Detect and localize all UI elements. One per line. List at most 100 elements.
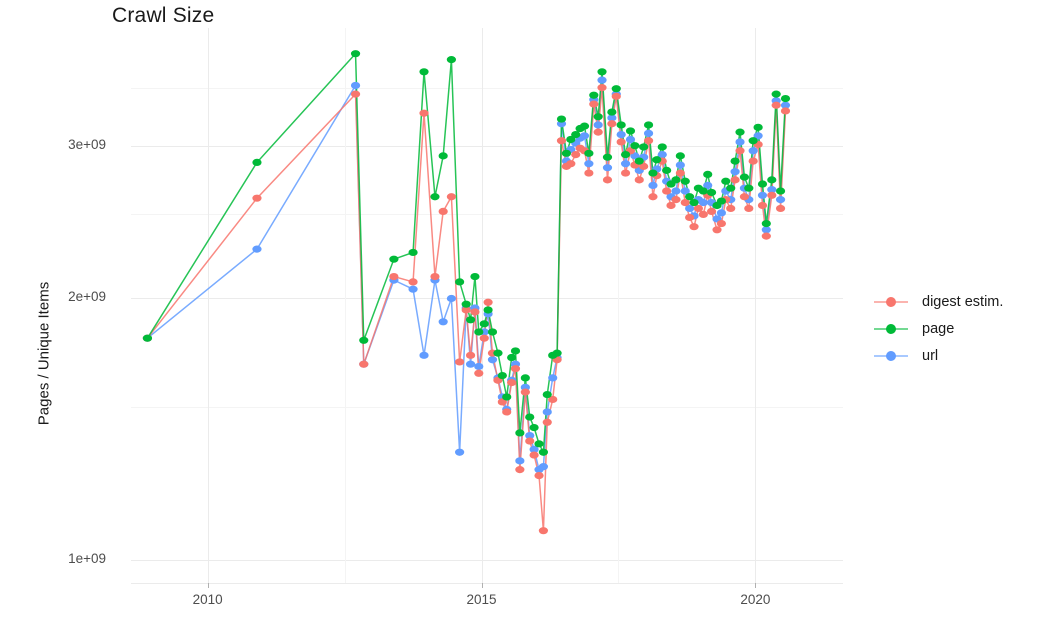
data-point xyxy=(706,207,717,216)
legend-item[interactable]: page xyxy=(874,315,1003,342)
gridline-major-horizontal xyxy=(131,146,843,147)
data-point xyxy=(730,176,740,184)
data-point xyxy=(780,107,791,115)
data-point xyxy=(739,193,750,201)
data-point xyxy=(584,160,594,168)
data-point xyxy=(487,356,498,364)
y-axis-tick-label: 3e+09 xyxy=(68,136,106,152)
data-point xyxy=(438,207,448,216)
data-point xyxy=(525,437,535,445)
data-point xyxy=(538,527,549,535)
data-point xyxy=(675,161,685,169)
data-point xyxy=(571,151,581,159)
data-point xyxy=(359,336,369,344)
data-point xyxy=(716,209,727,217)
data-point xyxy=(780,94,791,103)
series-points-digestestim xyxy=(142,84,791,535)
data-point xyxy=(748,137,758,145)
data-point xyxy=(408,278,418,286)
data-point xyxy=(542,408,552,416)
gridline-minor-horizontal xyxy=(131,88,843,89)
data-point xyxy=(620,151,631,159)
y-axis-tick-label: 1e+09 xyxy=(68,550,106,566)
legend-label: url xyxy=(922,347,939,364)
data-point xyxy=(515,457,525,465)
data-point xyxy=(593,128,603,136)
data-point xyxy=(474,328,484,336)
data-point xyxy=(487,328,498,336)
data-point xyxy=(726,204,736,213)
gridline-major-vertical xyxy=(208,28,209,583)
data-point xyxy=(652,156,662,164)
data-point xyxy=(675,169,685,177)
data-point xyxy=(556,137,567,145)
data-point xyxy=(666,201,676,210)
data-point xyxy=(730,157,740,165)
data-point xyxy=(643,121,654,129)
data-point xyxy=(648,169,658,177)
data-point xyxy=(389,255,399,263)
data-point xyxy=(767,186,777,194)
data-point xyxy=(525,432,535,440)
data-point xyxy=(675,152,685,160)
data-point xyxy=(438,318,448,326)
data-point xyxy=(625,135,636,144)
data-point xyxy=(520,374,530,382)
data-point xyxy=(748,157,758,165)
plot-series-layer xyxy=(142,50,791,535)
data-point xyxy=(483,306,493,314)
gridline-major-vertical xyxy=(755,28,756,583)
data-point xyxy=(589,100,599,108)
data-point xyxy=(525,413,535,421)
data-point xyxy=(548,374,558,382)
data-point xyxy=(602,176,613,184)
data-point xyxy=(389,272,399,281)
gridline-minor-horizontal xyxy=(131,214,843,215)
data-point xyxy=(419,109,429,117)
data-point xyxy=(579,122,590,130)
data-point xyxy=(529,451,539,459)
data-point xyxy=(350,50,361,58)
legend-label: digest estim. xyxy=(922,293,1004,310)
data-point xyxy=(630,152,640,160)
data-point xyxy=(757,201,768,210)
data-point xyxy=(593,113,603,121)
legend-item[interactable]: url xyxy=(874,342,1003,369)
data-point xyxy=(465,360,476,368)
data-point xyxy=(579,132,590,140)
x-axis-tick-mark xyxy=(755,583,756,588)
data-point xyxy=(408,248,418,257)
data-point xyxy=(771,90,781,98)
data-point xyxy=(350,90,361,98)
data-point xyxy=(438,152,448,160)
data-point xyxy=(698,187,708,195)
data-point xyxy=(726,184,736,192)
data-point xyxy=(593,121,603,129)
data-point xyxy=(775,204,786,213)
y-axis-tick-labels: 1e+09 2e+09 3e+09 xyxy=(32,0,106,639)
chart-title: Crawl Size xyxy=(112,4,215,27)
data-point xyxy=(493,349,503,357)
legend: digest estim. page url xyxy=(874,288,1003,369)
data-point xyxy=(465,351,476,359)
data-point xyxy=(657,143,667,151)
x-axis-tick-label: 2015 xyxy=(466,592,497,607)
data-point xyxy=(689,223,699,231)
data-point xyxy=(662,166,672,174)
data-point xyxy=(534,440,544,448)
data-point xyxy=(510,365,521,373)
data-point xyxy=(643,137,654,145)
gridline-major-vertical xyxy=(482,28,483,583)
data-point xyxy=(671,187,681,195)
data-point xyxy=(616,138,626,146)
data-point xyxy=(662,187,672,195)
data-point xyxy=(730,168,740,176)
legend-label: page xyxy=(922,320,955,337)
data-point xyxy=(616,121,626,129)
data-point xyxy=(252,158,262,166)
data-point xyxy=(465,316,476,324)
data-point xyxy=(703,181,713,190)
legend-item[interactable]: digest estim. xyxy=(874,288,1003,315)
data-point xyxy=(252,245,262,253)
data-point xyxy=(520,388,530,396)
